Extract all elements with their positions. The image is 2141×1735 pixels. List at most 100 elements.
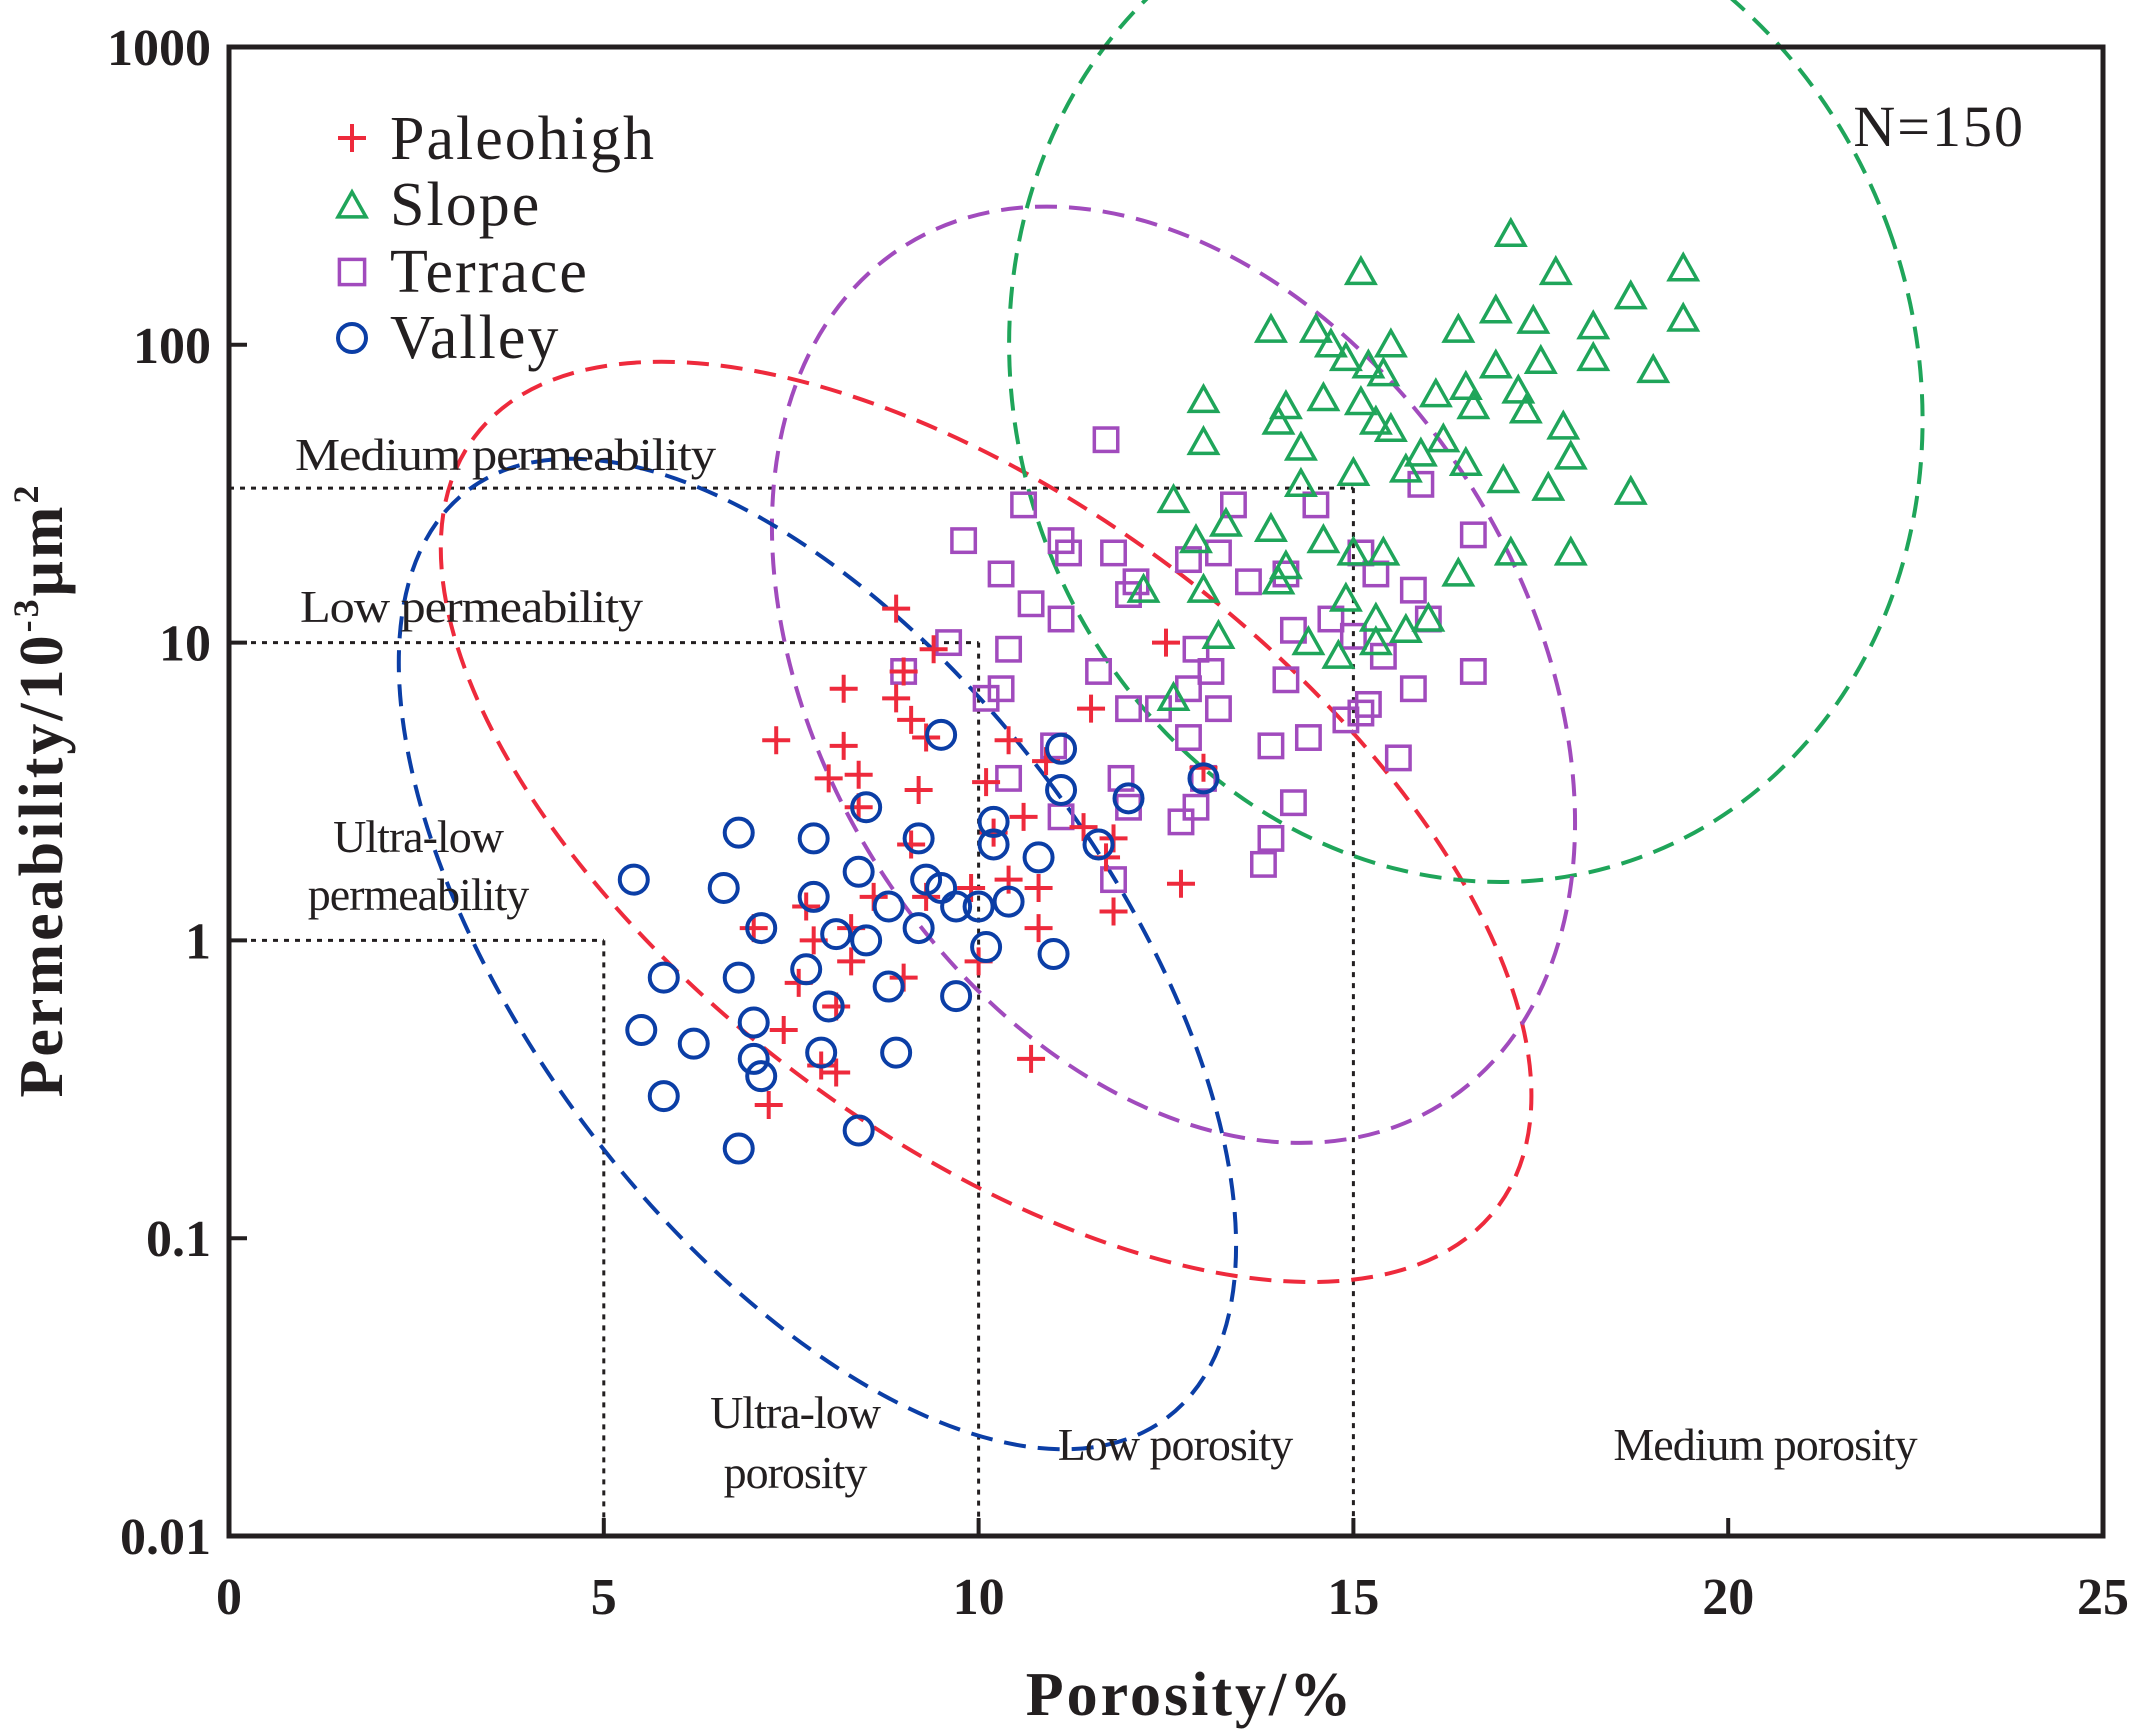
x-tick-label-10: 10	[953, 1569, 1005, 1626]
point-terrace-55	[1167, 808, 1195, 836]
cluster-ellipses	[396, 0, 1925, 1452]
point-slope-43	[1388, 452, 1423, 483]
y-tick-label-100: 100	[133, 318, 211, 375]
point-valley-0	[925, 718, 958, 751]
point-valley-15	[940, 890, 973, 923]
point-paleohigh-7	[829, 731, 858, 760]
point-terrace-19	[1115, 581, 1142, 608]
point-slope-12	[1313, 327, 1348, 358]
point-paleohigh-33	[837, 947, 866, 976]
x-tick-label-25: 25	[2077, 1569, 2129, 1626]
ellipse-terrace	[769, 204, 1578, 1145]
point-valley-25	[872, 890, 905, 923]
point-paleohigh-44	[1024, 914, 1053, 943]
point-valley-28	[1037, 938, 1070, 971]
plot-frame	[226, 44, 2106, 1539]
point-valley-16	[962, 890, 995, 923]
point-terrace-38	[1175, 724, 1202, 751]
point-slope-41	[1336, 455, 1371, 487]
point-terrace-29	[1197, 658, 1225, 685]
point-terrace-27	[995, 635, 1023, 663]
point-slope-37	[1403, 436, 1438, 467]
point-slope-9	[1576, 309, 1611, 340]
point-valley-33	[872, 970, 905, 1003]
point-terrace-20	[1047, 605, 1075, 633]
point-slope-19	[1478, 348, 1513, 379]
x-tick-label-0: 0	[216, 1569, 242, 1626]
y-tick-label-10: 10	[159, 616, 211, 673]
point-valley-12	[842, 855, 875, 888]
legend-markers	[335, 124, 369, 354]
x-tick-label-5: 5	[591, 1569, 617, 1626]
point-slope-38	[1448, 445, 1483, 476]
point-paleohigh-38	[769, 1016, 798, 1045]
x-tick-label-15: 15	[1327, 1569, 1379, 1626]
point-valley-26	[902, 912, 935, 945]
point-paleohigh-17	[844, 793, 873, 822]
point-terrace-39	[1205, 695, 1232, 723]
data-points	[617, 216, 1701, 1165]
point-paleohigh-40	[822, 1058, 851, 1087]
point-paleohigh-28	[957, 873, 986, 902]
point-slope-64	[1291, 625, 1326, 656]
point-terrace-31	[1182, 635, 1210, 663]
point-valley-22	[797, 880, 830, 913]
point-terrace-32	[1085, 658, 1112, 685]
point-terrace-2	[950, 527, 978, 555]
point-paleohigh-13	[972, 768, 1001, 797]
point-paleohigh-6	[762, 726, 791, 755]
point-paleohigh-30	[1024, 873, 1053, 902]
point-terrace-3	[987, 560, 1015, 588]
y-axis-title-main: Permeability/10	[8, 632, 76, 1097]
point-slope-44	[1486, 463, 1521, 494]
point-slope-0	[1493, 216, 1528, 247]
legend: Paleohigh Slope Terrace Valley	[335, 105, 654, 372]
point-paleohigh-3	[829, 674, 858, 703]
point-slope-1	[1343, 254, 1378, 286]
point-slope-55	[1336, 535, 1371, 566]
point-valley-34	[940, 980, 973, 1013]
point-paleohigh-21	[1069, 813, 1098, 842]
point-slope-22	[1501, 373, 1536, 404]
label-ultra-low-porosity-line2: porosity	[724, 1447, 868, 1498]
point-paleohigh-4	[882, 684, 911, 713]
point-paleohigh-10	[814, 764, 843, 793]
point-terrace-26	[935, 629, 963, 657]
point-slope-49	[1306, 523, 1341, 554]
point-slope-56	[1441, 556, 1476, 587]
point-valley-9	[1082, 828, 1115, 861]
axis-ticks	[227, 45, 2105, 1538]
point-slope-45	[1531, 470, 1566, 501]
label-medium-porosity: Medium porosity	[1613, 1419, 1917, 1470]
point-terrace-5	[1055, 539, 1083, 567]
point-paleohigh-15	[1152, 628, 1180, 657]
point-terrace-58	[1249, 850, 1277, 878]
point-paleohigh-5	[897, 705, 926, 734]
point-valley-27	[970, 931, 1003, 964]
point-valley-30	[722, 961, 755, 994]
y-axis-title-unit-exponent: 2	[6, 483, 46, 504]
point-paleohigh-9	[994, 726, 1023, 755]
point-slope-8	[1298, 312, 1333, 343]
point-slope-30	[1508, 393, 1543, 424]
point-valley-18	[1022, 841, 1055, 874]
point-terrace-51	[995, 764, 1023, 792]
x-axis-title: Porosity/%	[1026, 1661, 1355, 1729]
point-valley-17	[992, 885, 1025, 918]
point-slope-31	[1261, 404, 1296, 435]
point-slope-63	[1201, 618, 1236, 649]
point-valley-5	[850, 791, 883, 824]
point-terrace-23	[1317, 605, 1345, 633]
y-tick-label-1: 1	[185, 913, 211, 970]
point-terrace-47	[1294, 724, 1322, 751]
point-valley-8	[977, 828, 1010, 861]
point-slope-59	[1261, 564, 1296, 595]
y-tick-label-0.01: 0.01	[120, 1509, 211, 1566]
x-tick-label-20: 20	[1702, 1569, 1754, 1626]
point-slope-16	[1523, 343, 1558, 375]
point-terrace-24	[1339, 622, 1367, 650]
point-paleohigh-18	[897, 830, 926, 859]
point-slope-13	[1373, 327, 1408, 358]
point-slope-34	[1426, 422, 1461, 453]
